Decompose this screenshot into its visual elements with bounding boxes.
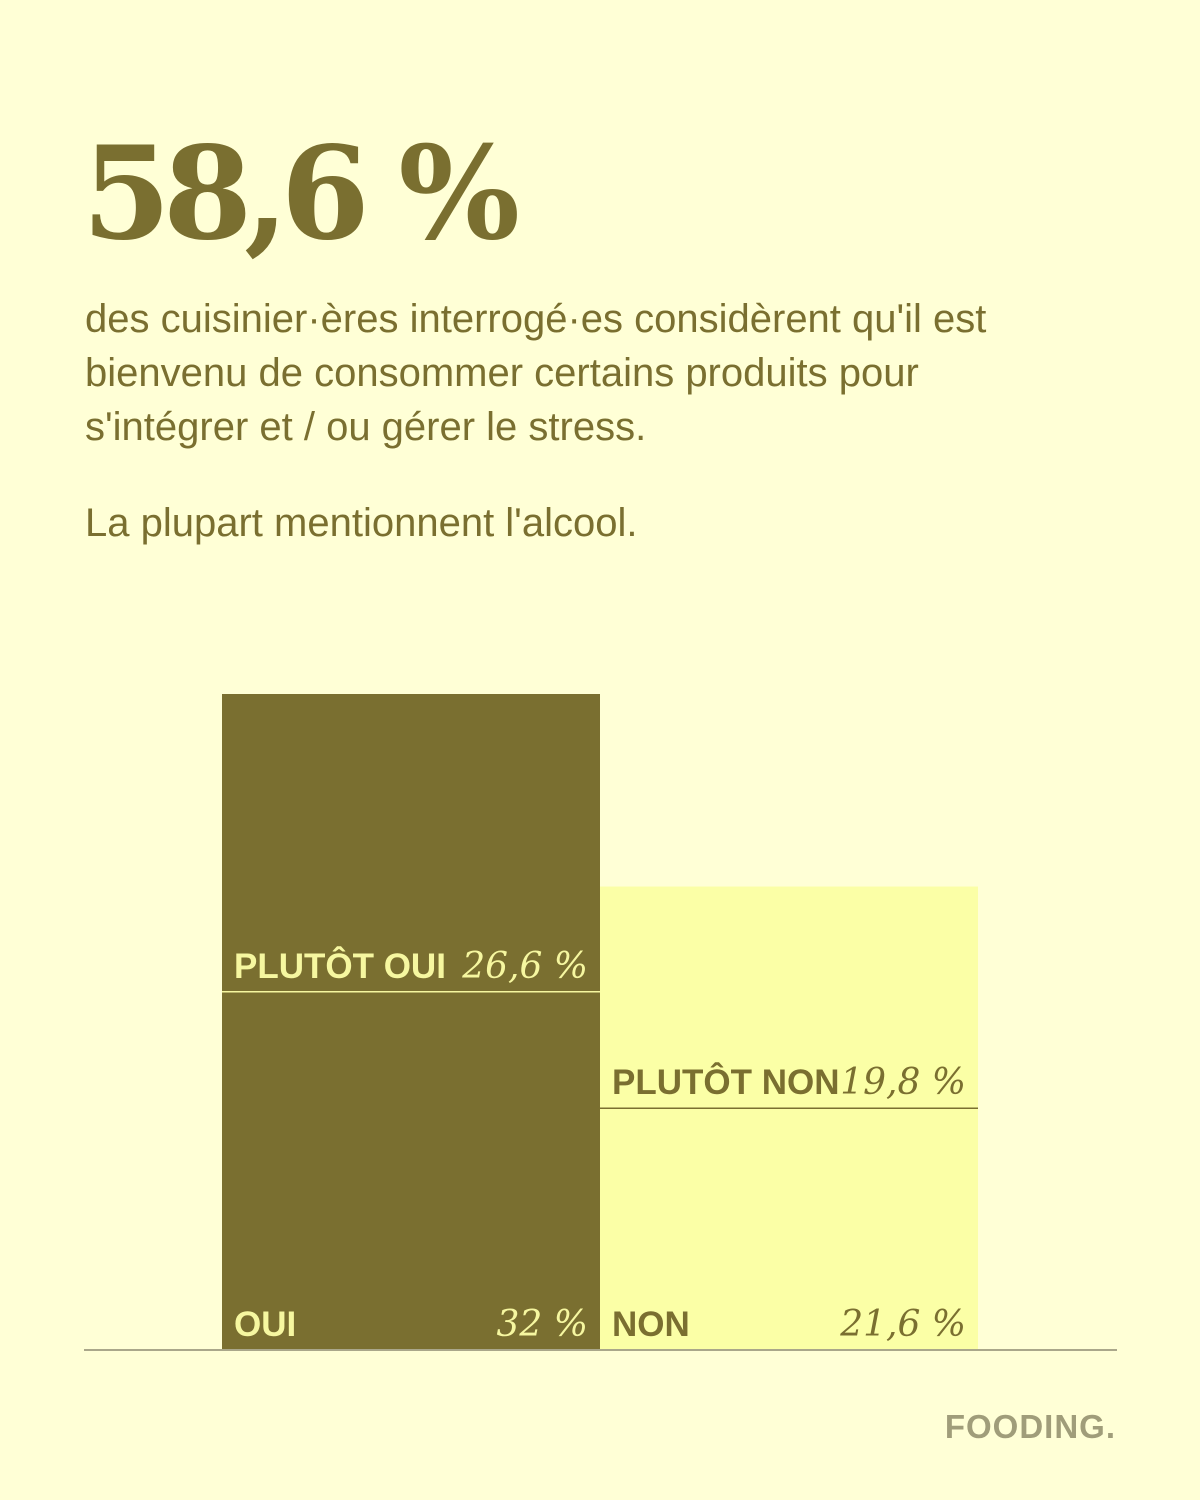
segment-value-oui: 32 % bbox=[497, 1304, 588, 1345]
segment-value-non: 21,6 % bbox=[839, 1304, 966, 1345]
headline-description: des cuisinier·ères interrogé·es considèr… bbox=[85, 297, 987, 449]
segment-value-plut-t-non: 19,8 % bbox=[840, 1062, 966, 1103]
segment-label-non: NON bbox=[612, 1305, 690, 1344]
bar-segment-plut-t-oui bbox=[222, 694, 600, 992]
alcohol-note: La plupart mentionnent l'alcool. bbox=[85, 501, 638, 545]
fooding-logo: FOODING. bbox=[944, 1408, 1116, 1445]
bar-segment-oui bbox=[222, 991, 600, 1350]
headline-percentage: 58,6 % bbox=[82, 119, 520, 269]
segment-label-plut-t-oui: PLUTÔT OUI bbox=[234, 946, 446, 986]
segment-label-oui: OUI bbox=[234, 1305, 296, 1344]
segment-value-plut-t-oui: 26,6 % bbox=[461, 946, 588, 987]
segment-label-plut-t-non: PLUTÔT NON bbox=[612, 1062, 839, 1102]
bar-segment-non bbox=[600, 1108, 978, 1350]
bar-segment-plut-t-non bbox=[600, 886, 978, 1109]
